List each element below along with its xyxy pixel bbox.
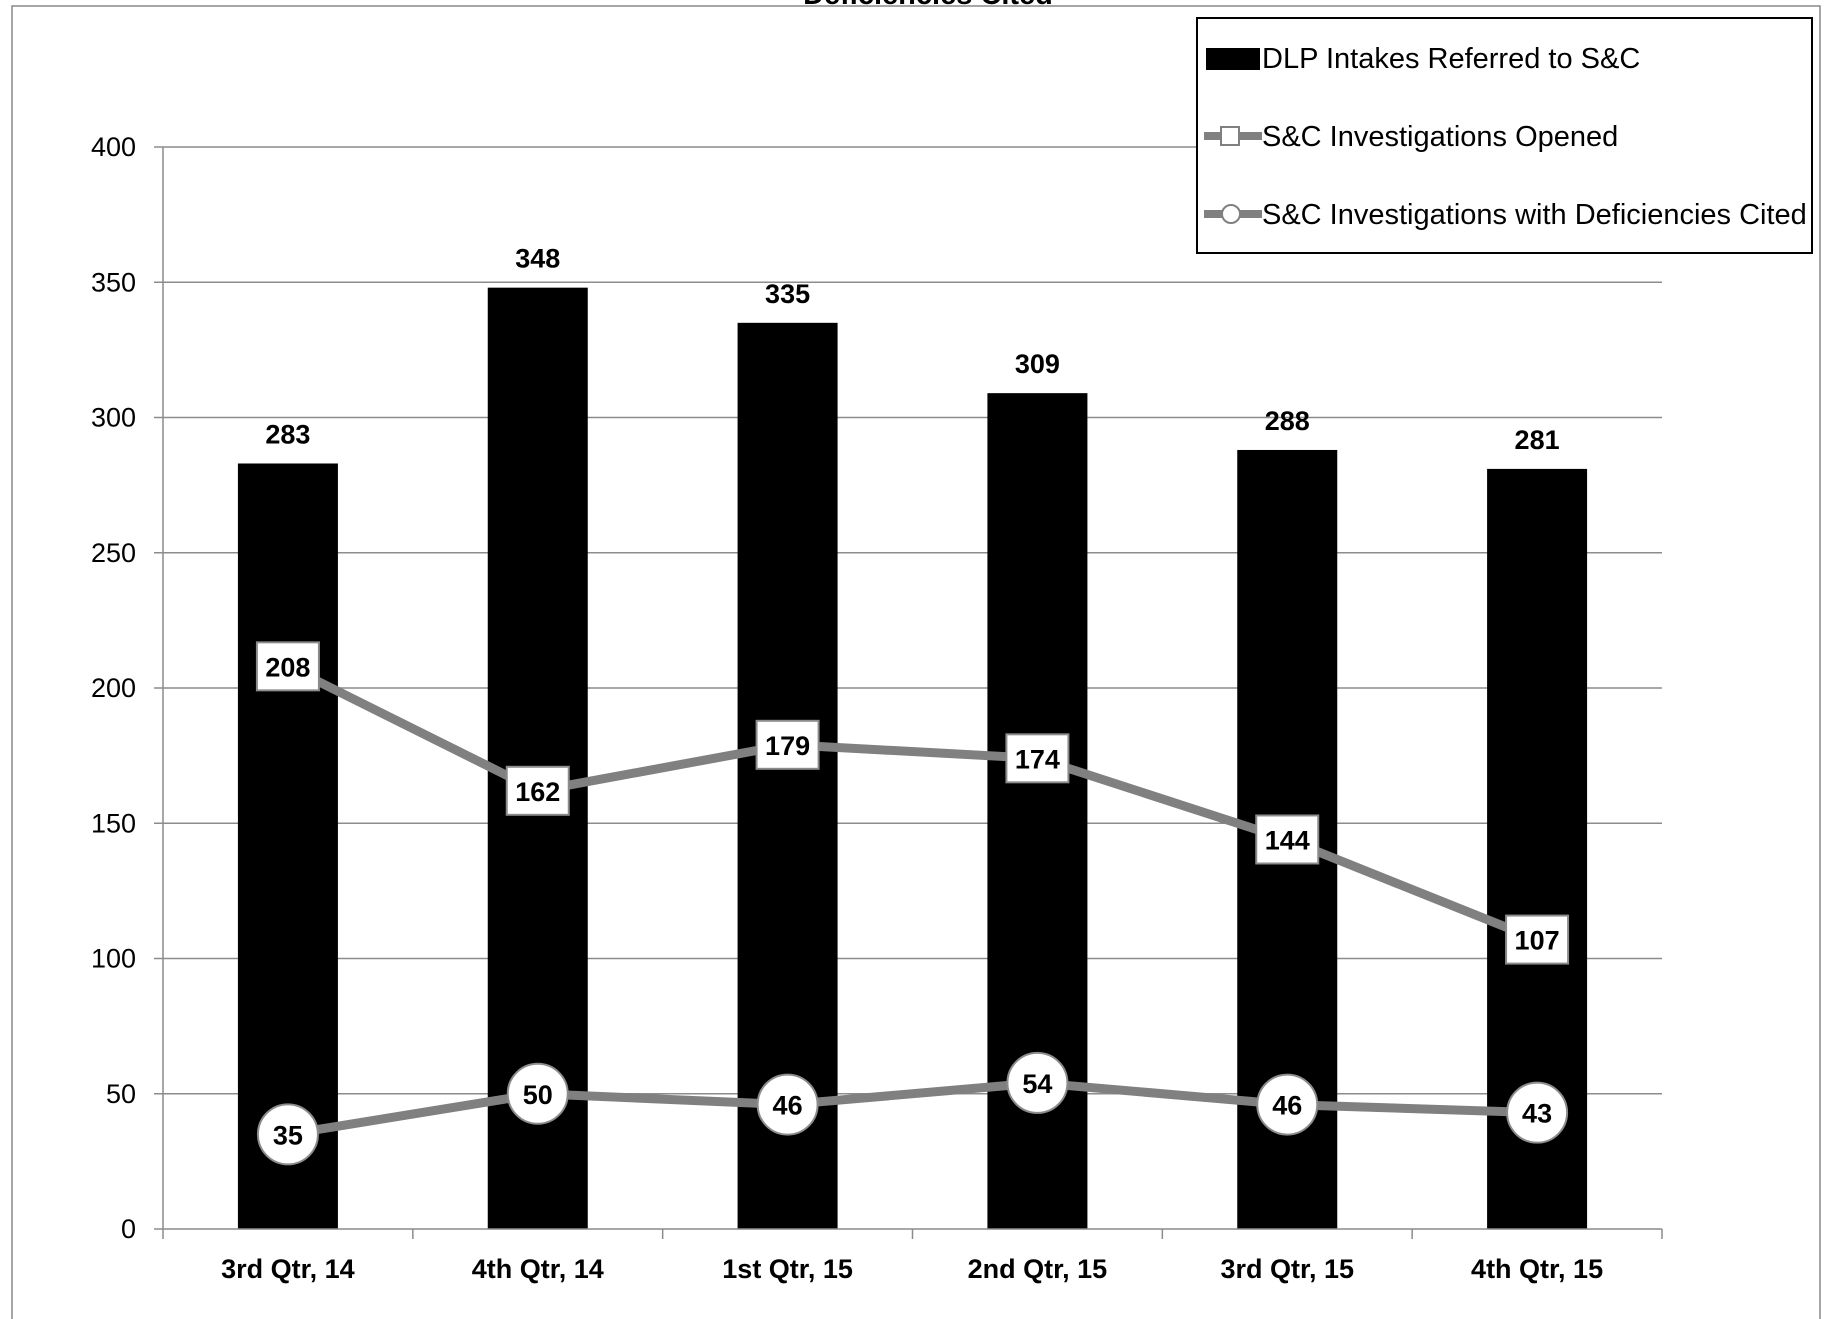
bar-value-label: 335 bbox=[765, 279, 810, 309]
y-tick-label: 0 bbox=[121, 1214, 136, 1244]
point-value-label: 162 bbox=[515, 777, 560, 807]
square-marker bbox=[1005, 733, 1070, 784]
bar-value-label: 283 bbox=[265, 419, 310, 449]
y-tick-label: 200 bbox=[91, 673, 136, 703]
line-series: 208 162 179 174 144 107 35 50 46 54 46 43 bbox=[255, 641, 1570, 1166]
bar-series bbox=[237, 287, 1588, 1230]
square-marker bbox=[1255, 814, 1320, 865]
bar-value-label: 309 bbox=[1015, 349, 1060, 379]
y-tick-label: 50 bbox=[106, 1079, 136, 1109]
circle-marker bbox=[1256, 1073, 1319, 1136]
chart-title: Deficiencies Cited bbox=[803, 0, 1053, 11]
legend-label-intakes: DLP Intakes Referred to S&C bbox=[1262, 43, 1640, 75]
bar-value-label: 348 bbox=[515, 244, 560, 274]
x-category-label: 4th Qtr, 15 bbox=[1471, 1254, 1603, 1284]
bar-value-label: 288 bbox=[1265, 406, 1310, 436]
square-marker bbox=[255, 641, 320, 692]
point-value-label: 46 bbox=[773, 1091, 803, 1121]
point-value-label: 54 bbox=[1022, 1069, 1052, 1099]
square-marker bbox=[505, 765, 570, 816]
point-value-label: 208 bbox=[265, 652, 310, 682]
point-value-label: 179 bbox=[765, 731, 810, 761]
point-value-label: 50 bbox=[523, 1080, 553, 1110]
legend-label-opened: S&C Investigations Opened bbox=[1262, 121, 1618, 153]
legend-label-cited: S&C Investigations with Deficiencies Cit… bbox=[1262, 199, 1807, 231]
y-tick-label: 150 bbox=[91, 808, 136, 838]
legend-box bbox=[1196, 17, 1813, 254]
x-category-label: 1st Qtr, 15 bbox=[722, 1254, 853, 1284]
x-category-label: 2nd Qtr, 15 bbox=[968, 1254, 1108, 1284]
series-line bbox=[285, 662, 1539, 944]
point-value-label: 35 bbox=[273, 1120, 303, 1150]
axes: 0 50 100 150 200 250 300 350 400 3rd Qtr, 14 4th Q… bbox=[91, 132, 1663, 1284]
y-tick-label: 100 bbox=[91, 944, 136, 974]
bar-value-label: 281 bbox=[1515, 425, 1560, 455]
x-category-label: 3rd Qtr, 15 bbox=[1220, 1254, 1354, 1284]
legend-marker-circle bbox=[1221, 204, 1241, 224]
circle-marker bbox=[506, 1062, 569, 1125]
y-tick-label: 350 bbox=[91, 267, 136, 297]
square-marker bbox=[755, 719, 820, 770]
point-value-label: 174 bbox=[1015, 744, 1060, 774]
y-tick-label: 300 bbox=[91, 403, 136, 433]
y-tick-label: 250 bbox=[91, 538, 136, 568]
legend-marker-square bbox=[1220, 126, 1240, 146]
circle-marker bbox=[756, 1073, 819, 1136]
data-labels: 283 348 335 309 288 281 bbox=[265, 244, 1559, 455]
y-tick-label: 400 bbox=[91, 132, 136, 162]
circle-marker bbox=[1506, 1081, 1569, 1144]
bar bbox=[237, 463, 338, 1229]
circle-marker bbox=[256, 1103, 319, 1166]
square-marker bbox=[1505, 914, 1570, 965]
point-value-label: 46 bbox=[1272, 1091, 1302, 1121]
point-value-label: 107 bbox=[1515, 926, 1560, 956]
x-category-label: 4th Qtr, 14 bbox=[472, 1254, 604, 1284]
legend-swatch-bar bbox=[1206, 48, 1260, 70]
circle-marker bbox=[1006, 1051, 1069, 1114]
series-line bbox=[287, 1078, 1538, 1139]
gridlines bbox=[163, 146, 1662, 1095]
point-value-label: 144 bbox=[1265, 825, 1310, 855]
x-category-label: 3rd Qtr, 14 bbox=[221, 1254, 355, 1284]
point-value-label: 43 bbox=[1522, 1099, 1552, 1129]
chart-frame bbox=[11, 5, 1821, 1319]
legend: DLP Intakes Referred to S&C S&C Investig… bbox=[1196, 17, 1813, 254]
